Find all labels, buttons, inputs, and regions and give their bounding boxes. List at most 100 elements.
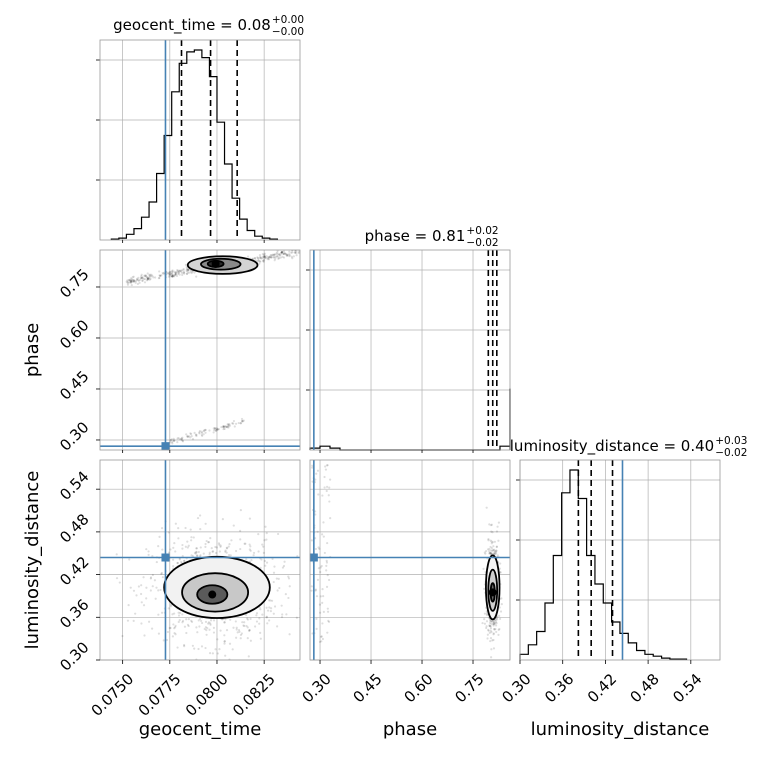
sample-point — [137, 279, 140, 282]
sample-point — [121, 634, 124, 638]
sample-point — [223, 427, 226, 431]
x-tick-label: 0.0750 — [88, 670, 138, 720]
sample-point — [148, 278, 151, 281]
sample-point — [495, 552, 498, 555]
sample-point — [493, 540, 496, 543]
sample-point — [200, 431, 204, 434]
sample-point — [204, 646, 207, 650]
sample-point — [227, 424, 230, 427]
sample-point — [190, 539, 193, 542]
sample-point — [155, 560, 158, 564]
sample-point — [220, 425, 223, 429]
sample-point — [182, 269, 185, 272]
sample-point — [176, 561, 179, 565]
sample-point — [240, 419, 244, 423]
sample-point — [159, 274, 162, 278]
sample-point — [307, 599, 309, 601]
sample-point — [177, 269, 180, 272]
sample-point — [131, 280, 135, 283]
sample-point — [486, 548, 490, 551]
sample-point — [150, 273, 153, 276]
sample-point — [318, 547, 321, 550]
sample-point — [211, 550, 215, 553]
sample-point — [222, 426, 225, 429]
sample-point — [325, 485, 329, 488]
sample-point — [311, 464, 314, 467]
sample-point — [255, 614, 258, 617]
sample-point — [258, 260, 261, 263]
sample-point — [160, 611, 164, 614]
sample-point — [276, 532, 280, 536]
sample-point — [214, 428, 217, 431]
sample-point — [261, 256, 264, 259]
sample-point — [492, 548, 496, 551]
sample-point — [198, 432, 201, 435]
sample-point — [177, 271, 181, 274]
sample-point — [297, 250, 300, 253]
sample-point — [146, 277, 150, 280]
sample-point — [484, 552, 487, 555]
sample-point — [263, 559, 267, 563]
sample-point — [325, 489, 328, 493]
sample-point — [257, 259, 260, 262]
sample-point — [229, 618, 232, 621]
sample-point — [269, 610, 272, 613]
sample-point — [325, 569, 328, 572]
sample-point — [181, 543, 184, 547]
sample-point — [276, 625, 279, 628]
sample-point — [485, 626, 488, 630]
sample-point — [325, 464, 329, 467]
sample-point — [157, 632, 161, 635]
sample-point — [488, 552, 491, 555]
sample-point — [135, 278, 139, 281]
sample-point — [189, 432, 193, 436]
sample-point — [177, 611, 180, 614]
sample-point — [175, 271, 178, 274]
sample-point — [314, 547, 317, 551]
sample-point — [229, 554, 232, 557]
sample-point — [249, 617, 252, 620]
sample-point — [265, 615, 268, 618]
sample-point — [128, 558, 131, 561]
sample-point — [263, 255, 266, 258]
sample-point — [183, 559, 186, 562]
sample-point — [268, 255, 271, 258]
sample-point — [202, 433, 205, 436]
sample-point — [227, 426, 230, 429]
sample-point — [147, 550, 150, 553]
sample-point — [167, 275, 171, 278]
sample-point — [212, 626, 216, 630]
sample-point — [151, 274, 154, 278]
sample-point — [273, 565, 276, 568]
sample-point — [274, 255, 277, 259]
sample-point — [489, 619, 492, 623]
sample-point — [187, 618, 190, 621]
sample-point — [252, 554, 255, 557]
sample-point — [199, 546, 202, 549]
sample-point — [169, 441, 172, 444]
sample-point — [208, 628, 211, 631]
x-tick-label: 0.0825 — [229, 670, 279, 720]
sample-point — [147, 620, 151, 623]
sample-point — [260, 257, 263, 260]
sample-point — [129, 281, 133, 284]
sample-point — [143, 634, 146, 637]
sample-point — [148, 273, 151, 276]
sample-point — [137, 276, 140, 279]
sample-point — [170, 273, 173, 276]
sample-point — [490, 540, 493, 543]
sample-point — [215, 551, 218, 555]
sample-point — [324, 465, 327, 468]
sample-point — [185, 267, 188, 270]
sample-point — [193, 551, 197, 554]
sample-point — [288, 255, 291, 258]
sample-point — [237, 421, 240, 425]
sample-point — [490, 549, 493, 552]
sample-point — [177, 620, 180, 624]
x-tick-label: 0.45 — [349, 670, 385, 706]
sample-point — [178, 269, 182, 272]
sample-point — [239, 633, 243, 637]
sample-point — [291, 251, 294, 254]
sample-point — [314, 513, 317, 516]
sample-point — [228, 424, 232, 427]
